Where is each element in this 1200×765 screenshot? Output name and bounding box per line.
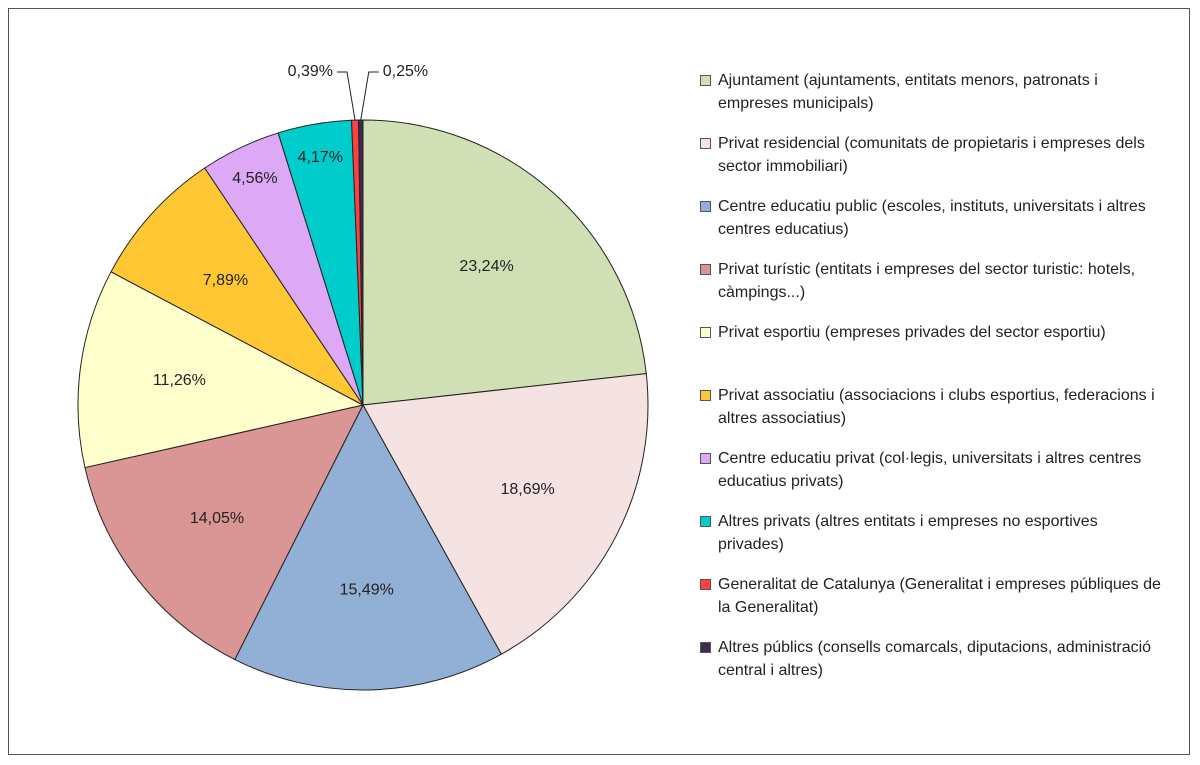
leader-line [360,71,379,121]
data-label: 7,89% [203,272,248,289]
pie-slice [110,167,364,406]
legend-label: Altres privats (altres entitats i empres… [718,513,1098,553]
legend-entry: Altres privats (altres entitats i empres… [700,510,1170,573]
legend-label: Ajuntament (ajuntaments, entitats menors… [718,72,1098,112]
legend-label: Generalitat de Catalunya (Generalitat i … [718,576,1161,616]
legend-label: Altres públics (consells comarcals, dipu… [718,639,1152,679]
legend-swatch [700,327,711,338]
legend-label: Centre educatiu public (escoles, institu… [718,198,1146,238]
legend-swatch [700,75,711,86]
legend-entry: Ajuntament (ajuntaments, entitats menors… [700,69,1170,132]
legend-swatch [700,138,711,149]
pie-slice [234,403,503,691]
legend-swatch [700,516,711,527]
legend-swatch [700,453,711,464]
data-label: 4,17% [298,149,343,166]
legend-label: Privat esportiu (empreses privades del s… [718,324,1106,341]
data-label: 0,25% [383,63,428,80]
legend-swatch [700,390,711,401]
pie-slice [362,373,649,655]
legend-swatch [700,642,711,653]
legend-swatch [700,579,711,590]
legend-entry: Centre educatiu privat (col·legis, unive… [700,447,1170,510]
leader-line [337,71,356,121]
legend-entry: Centre educatiu public (escoles, institu… [700,195,1170,258]
pie-slice [362,119,647,406]
legend-entry: Privat esportiu (empreses privades del s… [700,321,1170,384]
legend-label: Privat turístic (entitats i empreses del… [718,261,1136,301]
frame [8,8,1190,755]
legend-entry: Altres públics (consells comarcals, dipu… [700,636,1170,699]
data-label: 4,56% [232,170,277,187]
legend-entry: Generalitat de Catalunya (Generalitat i … [700,573,1170,636]
data-label: 11,26% [153,372,206,389]
legend-swatch [700,201,711,212]
data-label: 18,69% [500,481,554,498]
data-label: 0,39% [288,63,333,80]
legend: Ajuntament (ajuntaments, entitats menors… [700,69,1170,699]
legend-entry: Privat turístic (entitats i empreses del… [700,258,1170,321]
legend-entry: Privat associatiu (associacions i clubs … [700,384,1170,447]
pie-slice [84,404,364,661]
legend-label: Centre educatiu privat (col·legis, unive… [718,450,1142,490]
data-label: 14,05% [190,510,244,527]
legend-label: Privat associatiu (associacions i clubs … [718,387,1155,427]
legend-swatch [700,264,711,275]
data-label: 15,49% [340,581,394,598]
pie-slice [77,271,365,469]
data-label: 23,24% [459,258,513,275]
legend-entry: Privat residencial (comunitats de propie… [700,132,1170,195]
legend-label: Privat residencial (comunitats de propie… [718,135,1145,175]
